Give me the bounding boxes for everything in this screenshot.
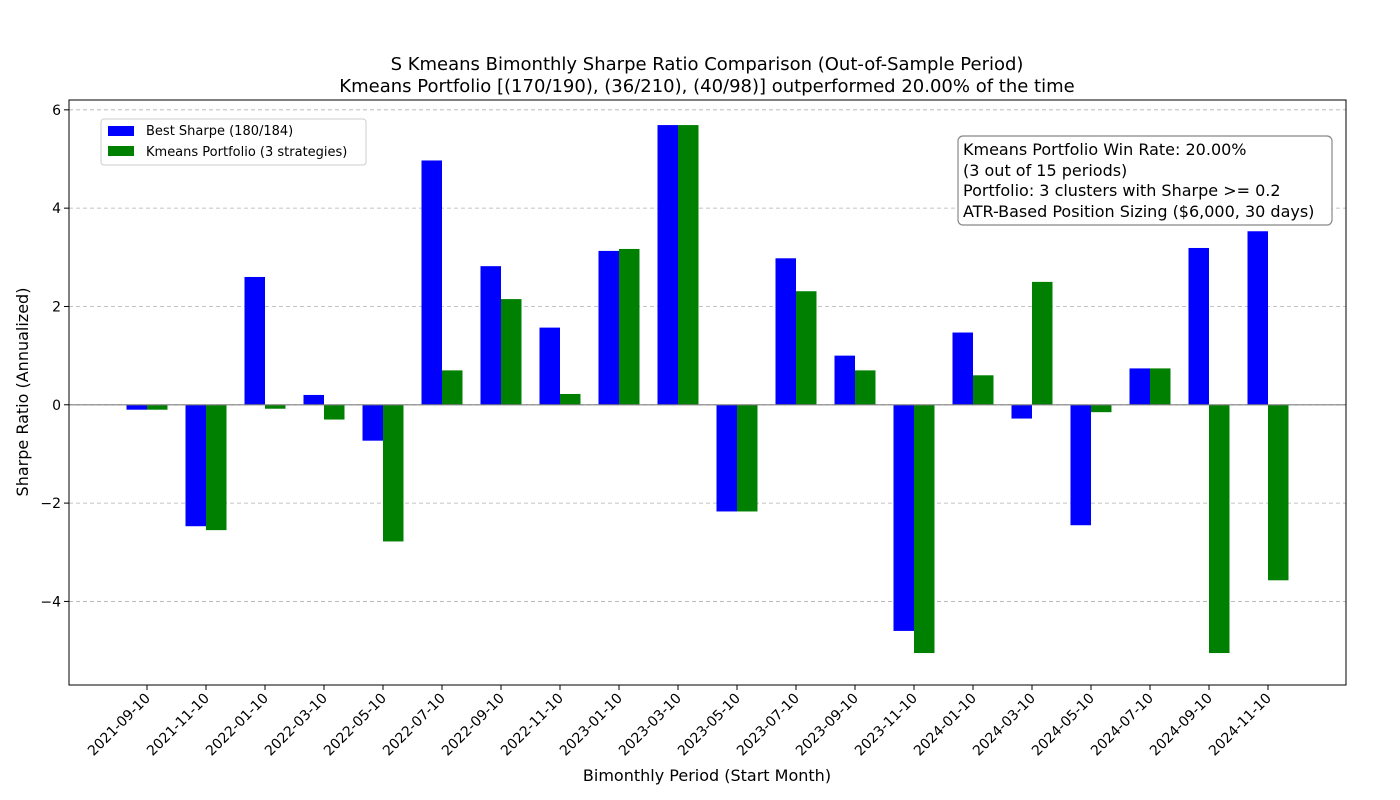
bar-best-sharpe	[303, 394, 324, 405]
legend-box	[100, 118, 367, 166]
annotation-line-clusters: Portfolio: 3 clusters with Sharpe >= 0.2	[963, 181, 1281, 200]
bar-best-sharpe	[1188, 247, 1209, 405]
bar-best-sharpe	[421, 160, 442, 405]
bar-kmeans-portfolio	[1209, 404, 1230, 654]
bars-layer	[69, 125, 1346, 654]
x-tick-label: 2022-03-10	[262, 691, 331, 760]
legend: Best Sharpe (180/184) Kmeans Portfolio (…	[100, 118, 367, 166]
bar-kmeans-portfolio	[560, 393, 581, 405]
annotation-line-win-rate: Kmeans Portfolio Win Rate: 20.00%	[963, 140, 1247, 159]
x-tick-label: 2022-09-10	[439, 691, 508, 760]
bar-best-sharpe	[244, 276, 265, 405]
annotation-line-periods: (3 out of 15 periods)	[963, 161, 1127, 180]
bar-best-sharpe	[185, 404, 206, 527]
y-axis-label: Sharpe Ratio (Annualized)	[13, 288, 32, 497]
bar-best-sharpe	[952, 332, 973, 405]
x-tick-label: 2022-01-10	[203, 691, 272, 760]
x-tick-label: 2024-03-10	[970, 691, 1039, 760]
legend-label-best-sharpe: Best Sharpe (180/184)	[146, 124, 293, 139]
x-tick-label: 2023-03-10	[616, 691, 685, 760]
bar-kmeans-portfolio	[1091, 404, 1112, 413]
bar-kmeans-portfolio	[914, 404, 935, 654]
x-axis-label: Bimonthly Period (Start Month)	[583, 766, 831, 785]
x-tick-label: 2024-01-10	[911, 691, 980, 760]
bar-kmeans-portfolio	[1032, 281, 1053, 405]
x-tick-label: 2022-11-10	[498, 691, 567, 760]
bar-best-sharpe	[834, 355, 855, 405]
annotation-box: Kmeans Portfolio Win Rate: 20.00% (3 out…	[957, 135, 1333, 226]
bar-best-sharpe	[716, 404, 737, 512]
bar-best-sharpe	[1129, 368, 1150, 405]
bar-kmeans-portfolio	[855, 370, 876, 405]
chart-title: S Kmeans Bimonthly Sharpe Ratio Comparis…	[391, 54, 1024, 75]
bar-kmeans-portfolio	[206, 404, 227, 531]
legend-swatch-kmeans-portfolio	[108, 146, 134, 156]
bar-best-sharpe	[775, 258, 796, 405]
bar-best-sharpe	[1011, 404, 1032, 419]
bar-kmeans-portfolio	[796, 291, 817, 405]
bar-kmeans-portfolio	[619, 248, 640, 405]
bar-kmeans-portfolio	[1268, 404, 1289, 581]
x-tick-label: 2023-01-10	[557, 691, 626, 760]
bar-kmeans-portfolio	[678, 125, 699, 405]
x-tick-label: 2023-07-10	[734, 691, 803, 760]
bar-kmeans-portfolio	[973, 375, 994, 405]
bar-kmeans-portfolio	[501, 299, 522, 405]
y-tick-label: 2	[52, 299, 61, 315]
bar-best-sharpe	[657, 125, 678, 405]
bar-kmeans-portfolio	[1150, 368, 1171, 405]
bar-best-sharpe	[893, 404, 914, 631]
bar-best-sharpe	[480, 266, 501, 405]
legend-label-kmeans-portfolio: Kmeans Portfolio (3 strategies)	[146, 145, 347, 160]
bar-best-sharpe	[539, 327, 560, 405]
y-tick-label: 0	[52, 398, 61, 414]
bar-best-sharpe	[1247, 231, 1268, 405]
x-tick-label: 2023-09-10	[793, 691, 862, 760]
bar-best-sharpe	[598, 250, 619, 405]
bar-kmeans-portfolio	[147, 404, 168, 410]
y-tick-label: −4	[40, 594, 61, 610]
bar-best-sharpe	[126, 404, 147, 410]
x-tick-label: 2022-07-10	[380, 691, 449, 760]
annotation-line-sizing: ATR-Based Position Sizing ($6,000, 30 da…	[963, 202, 1314, 221]
bar-kmeans-portfolio	[383, 404, 404, 542]
bar-best-sharpe	[362, 404, 383, 441]
x-tick-label: 2024-09-10	[1147, 691, 1216, 760]
plot-frame	[68, 99, 1347, 686]
bar-kmeans-portfolio	[737, 404, 758, 512]
x-tick-label: 2023-11-10	[852, 691, 921, 760]
bar-best-sharpe	[1070, 404, 1091, 526]
chart-subtitle: Kmeans Portfolio [(170/190), (36/210), (…	[339, 76, 1074, 97]
y-tick-label: 4	[52, 201, 61, 217]
x-tick-label: 2024-05-10	[1029, 691, 1098, 760]
y-tick-label: −2	[40, 496, 61, 512]
bar-kmeans-portfolio	[324, 404, 345, 420]
x-tick-label: 2021-11-10	[144, 691, 213, 760]
x-tick-label: 2024-11-10	[1206, 691, 1275, 760]
x-tick-label: 2022-05-10	[321, 691, 390, 760]
x-tick-label: 2024-07-10	[1088, 691, 1157, 760]
annotation-frame	[957, 135, 1333, 226]
y-tick-label: 6	[52, 103, 61, 119]
bar-kmeans-portfolio	[442, 370, 463, 405]
x-tick-label: 2021-09-10	[85, 691, 154, 760]
legend-swatch-best-sharpe	[108, 126, 134, 136]
bar-kmeans-portfolio	[265, 404, 286, 409]
x-tick-label: 2023-05-10	[675, 691, 744, 760]
